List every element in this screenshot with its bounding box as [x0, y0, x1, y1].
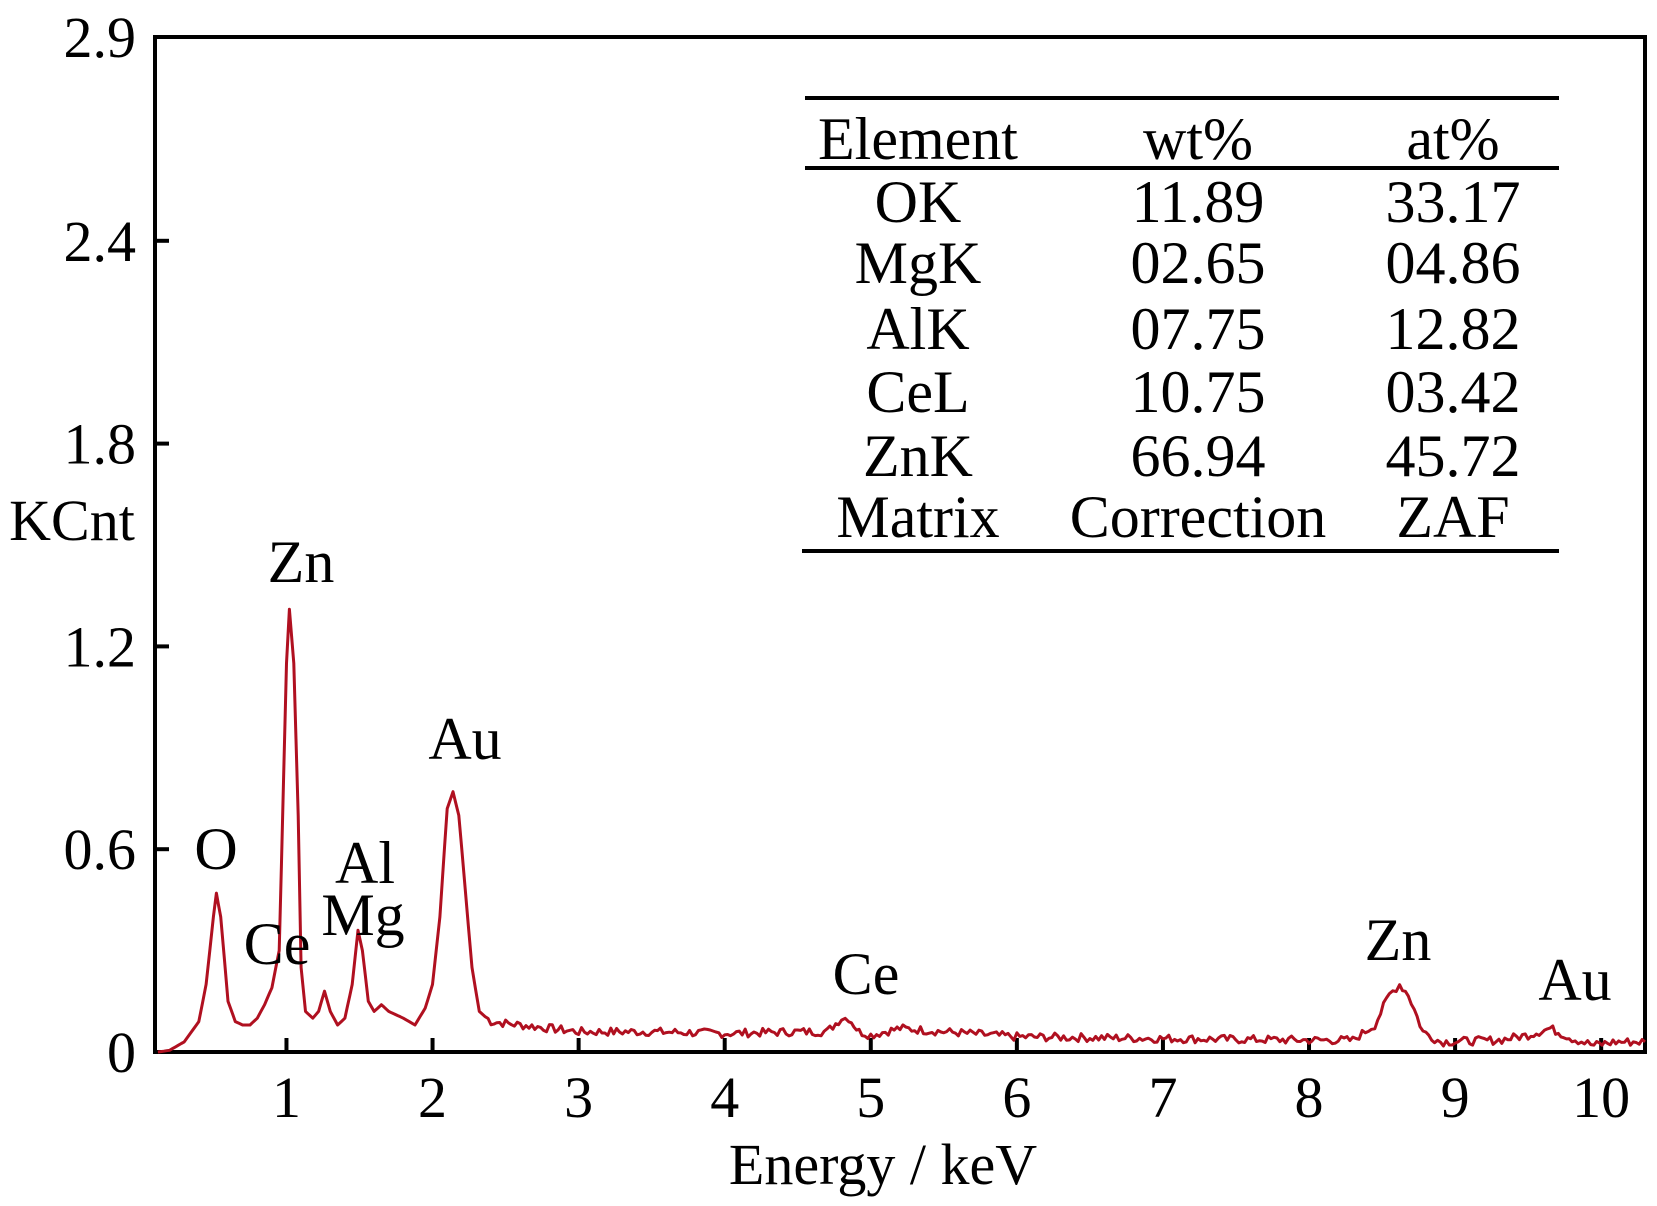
x-tick-label: 1	[272, 1065, 301, 1130]
table-cell: 03.42	[1386, 359, 1521, 425]
table-header-cell: at%	[1406, 106, 1499, 172]
table-cell: 33.17	[1386, 169, 1521, 235]
table-cell: 02.65	[1131, 230, 1266, 296]
x-tick-label: 6	[1002, 1065, 1031, 1130]
y-axis-label: KCnt	[9, 488, 135, 553]
x-tick-label: 9	[1441, 1065, 1470, 1130]
y-tick-label: 1.8	[64, 412, 137, 477]
spectrum-line	[157, 607, 1646, 1054]
table-cell: 45.72	[1386, 423, 1521, 489]
peak-label: Al	[335, 830, 395, 896]
y-tick-label: 2.9	[64, 5, 137, 70]
table-cell: ZnK	[863, 423, 973, 489]
table-cell: ZAF	[1396, 484, 1509, 550]
table-header-cell: wt%	[1143, 106, 1253, 172]
x-tick-label: 8	[1295, 1065, 1324, 1130]
peak-label: Mg	[321, 882, 404, 948]
table-cell: MgK	[855, 230, 982, 296]
x-tick-label: 5	[856, 1065, 885, 1130]
plot-frame	[153, 35, 1647, 1054]
table-cell: 07.75	[1131, 296, 1266, 362]
peak-label: Ce	[833, 941, 900, 1007]
table-cell: 12.82	[1386, 296, 1521, 362]
table-cell: CeL	[866, 359, 969, 425]
x-tick-label: 3	[564, 1065, 593, 1130]
peak-label: O	[194, 816, 237, 882]
peak-label: Zn	[1365, 907, 1432, 973]
x-tick-label: 2	[418, 1065, 447, 1130]
x-axis-label: Energy / keV	[729, 1132, 1037, 1197]
peak-label: Au	[1538, 947, 1611, 1013]
y-tick-label: 0.6	[64, 817, 137, 882]
table-cell: 04.86	[1386, 230, 1521, 296]
y-tick-label: 2.4	[64, 209, 137, 274]
x-tick-label: 10	[1572, 1065, 1630, 1130]
peak-label: Zn	[268, 529, 335, 595]
table-cell: Matrix	[836, 484, 999, 550]
x-tick-label: 4	[710, 1065, 739, 1130]
x-tick-label: 7	[1148, 1065, 1177, 1130]
y-tick-label: 1.2	[64, 614, 137, 679]
table-cell: Correction	[1070, 484, 1327, 550]
table-cell: AlK	[866, 296, 969, 362]
y-tick-label: 0	[107, 1020, 136, 1085]
peak-label: Au	[428, 706, 501, 772]
table-header-cell: Element	[818, 106, 1018, 172]
table-cell: 66.94	[1131, 423, 1266, 489]
peak-label: Ce	[244, 911, 311, 977]
table-cell: 11.89	[1132, 169, 1265, 235]
table-cell: OK	[875, 169, 962, 235]
table-cell: 10.75	[1131, 359, 1266, 425]
composition-table: Element wt% at% OK 11.89 33.17 MgK 02.65 04.86 Al…	[802, 96, 1559, 553]
